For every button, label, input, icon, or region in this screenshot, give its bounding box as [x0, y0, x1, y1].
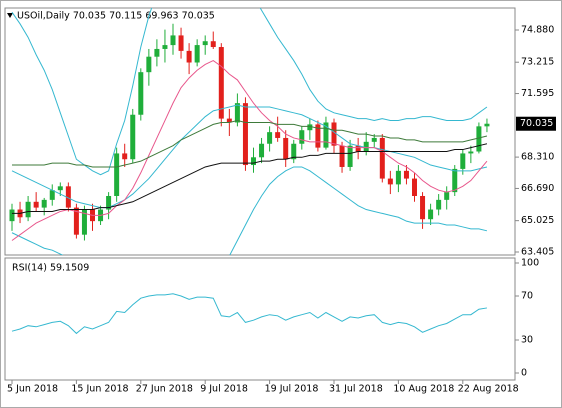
candle-body — [468, 151, 474, 154]
candle-body — [81, 209, 87, 235]
candle-body — [242, 103, 248, 166]
candle-body — [178, 35, 184, 51]
candle-body — [170, 35, 176, 46]
candle-body — [476, 126, 482, 152]
candle-body — [122, 153, 128, 160]
x-tick-label: 27 Jun 2018 — [136, 384, 193, 395]
candle-body — [379, 137, 385, 179]
candle-body — [387, 178, 393, 185]
y-tick-label: 66.690 — [521, 183, 554, 194]
x-tick-label: 5 Jun 2018 — [7, 384, 58, 395]
y-tick-label: 73.215 — [521, 57, 554, 68]
candle-body — [251, 157, 256, 166]
candle-body — [452, 168, 458, 193]
y-tick-label: 63.405 — [521, 247, 554, 258]
candle-body — [194, 45, 200, 63]
candle-body — [371, 137, 377, 142]
candle-body — [218, 47, 224, 119]
x-tick-label: 9 Jul 2018 — [200, 384, 248, 395]
candle-body — [65, 186, 71, 208]
candle-body — [412, 178, 417, 196]
indicator-line — [12, 120, 488, 168]
candle-body — [162, 45, 168, 49]
rsi-plot — [11, 293, 488, 335]
x-tick-label: 10 Aug 2018 — [393, 384, 454, 395]
indicator-line — [12, 143, 488, 214]
y-tick-label: 100 — [521, 258, 539, 269]
candle-body — [73, 207, 79, 235]
y-tick-label: 0 — [521, 368, 527, 379]
candle-body — [146, 56, 152, 73]
y-tick-label: 68.310 — [521, 152, 554, 163]
candle-body — [460, 153, 466, 169]
candle-body — [436, 199, 442, 210]
candle-body — [186, 50, 192, 63]
y-tick-label: 65.025 — [521, 215, 554, 226]
chart-title: USOil,Daily 70.035 70.115 69.963 70.035 — [17, 11, 215, 22]
candle-body — [9, 209, 15, 222]
x-tick-label: 19 Jul 2018 — [265, 384, 319, 395]
rsi-pane — [4, 257, 516, 381]
collapse-icon — [7, 13, 13, 18]
candle-body — [106, 195, 112, 210]
candle-body — [114, 153, 120, 196]
main-plot — [9, 8, 490, 255]
candle-body — [267, 132, 273, 144]
candle-body — [315, 124, 321, 148]
candle-body — [210, 41, 216, 48]
candle-body — [25, 201, 31, 218]
candle-body — [234, 103, 240, 123]
candle-body — [226, 118, 232, 123]
candle-body — [355, 145, 361, 152]
candle-body — [347, 145, 353, 167]
candle-body — [138, 72, 144, 115]
candle-body — [202, 41, 208, 46]
candle-body — [130, 114, 136, 160]
candle-body — [291, 143, 297, 160]
indicator-line — [11, 59, 488, 241]
candle-body — [41, 199, 47, 208]
candle-body — [307, 124, 313, 131]
last-price-box — [516, 116, 556, 131]
candle-body — [299, 130, 305, 144]
candle-body — [403, 170, 409, 179]
candle-body — [275, 132, 281, 138]
candle-body — [57, 186, 63, 191]
candle-body — [283, 137, 289, 160]
last-price-label: 70.035 — [520, 118, 553, 129]
indicator-line — [11, 8, 488, 176]
y-tick-label: 71.595 — [521, 88, 554, 99]
candle-body — [154, 48, 160, 57]
candle-body — [363, 141, 369, 152]
candle-body — [339, 145, 345, 167]
candle-body — [420, 195, 426, 220]
x-tick-label: 31 Jul 2018 — [329, 384, 383, 395]
candle-body — [428, 209, 434, 220]
x-tick-label: 15 Jun 2018 — [71, 384, 128, 395]
x-tick-label: 22 Aug 2018 — [458, 384, 519, 395]
candle-body — [323, 122, 329, 148]
candle-body — [33, 201, 39, 208]
candle-body — [444, 192, 450, 200]
y-tick-label: 74.880 — [521, 25, 554, 36]
y-tick-label: 70 — [521, 291, 533, 302]
candle-body — [259, 143, 265, 158]
candle-body — [49, 190, 55, 200]
rsi-title: RSI(14) 59.1509 — [12, 263, 89, 274]
candle-body — [395, 170, 401, 185]
candle-body — [331, 122, 337, 146]
indicator-line — [11, 104, 488, 209]
y-tick-label: 30 — [521, 335, 533, 346]
rsi-line — [11, 293, 488, 335]
indicator-line — [11, 166, 488, 255]
candle-body — [484, 123, 490, 127]
